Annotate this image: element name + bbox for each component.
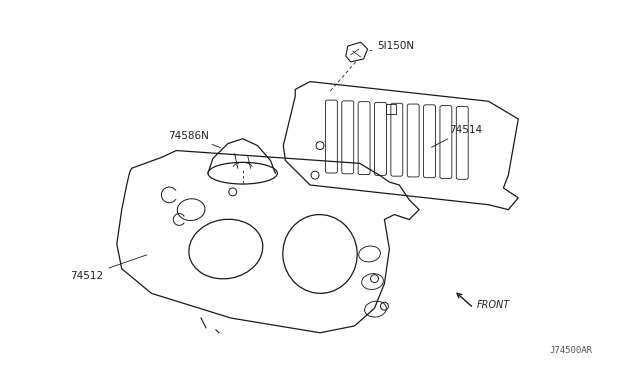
Text: 5I150N: 5I150N: [371, 41, 415, 51]
Text: FRONT: FRONT: [477, 300, 510, 310]
Text: J74500AR: J74500AR: [550, 346, 593, 355]
Text: 74512: 74512: [70, 255, 147, 280]
Text: 74514: 74514: [431, 125, 482, 147]
Text: 74586N: 74586N: [168, 131, 220, 148]
